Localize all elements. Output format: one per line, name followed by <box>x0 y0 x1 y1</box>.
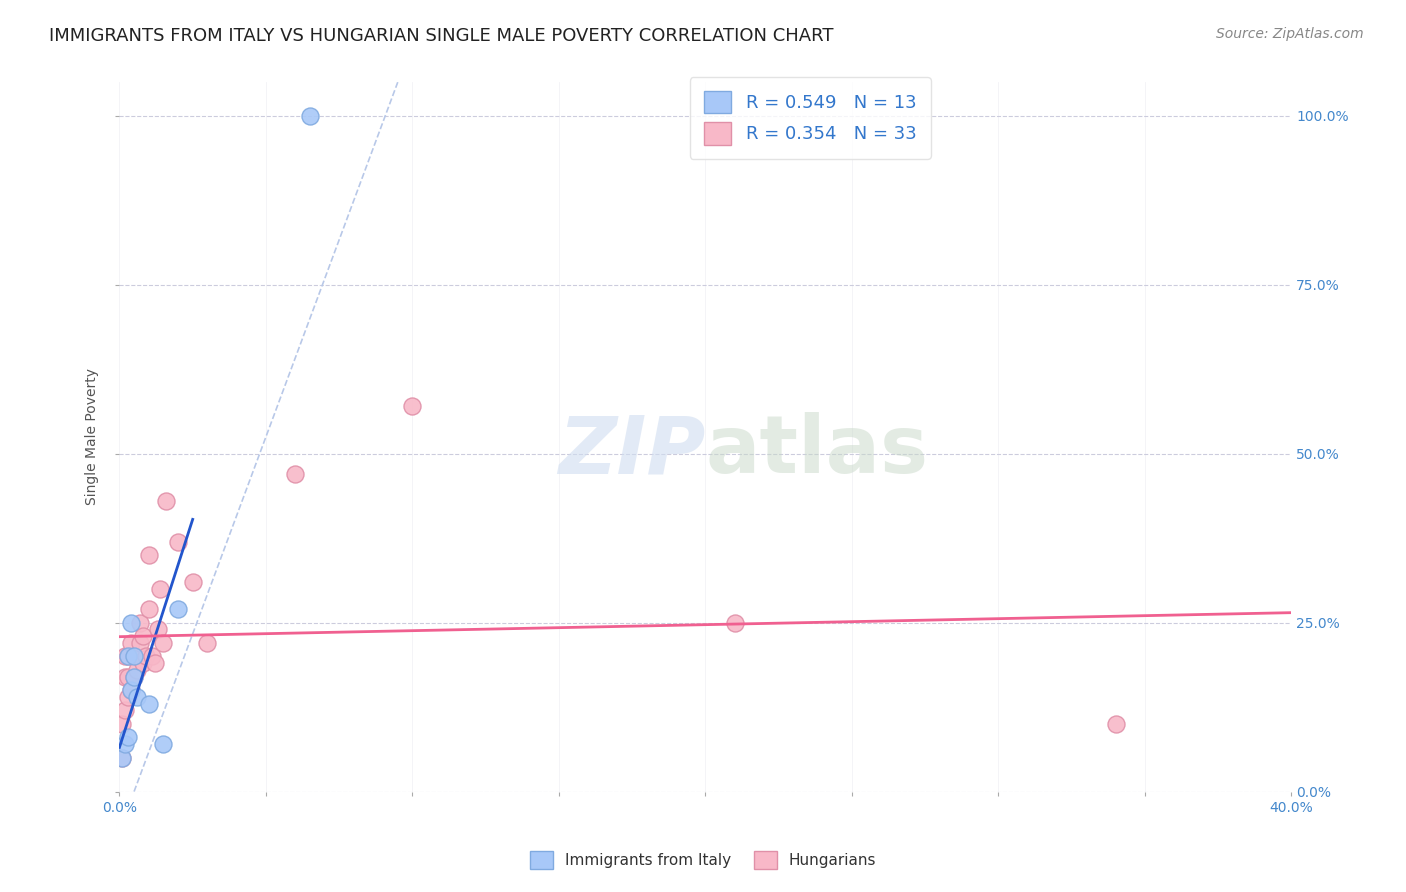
Point <box>181 575 204 590</box>
Point <box>114 670 136 684</box>
Point <box>117 731 139 745</box>
Point <box>122 670 145 684</box>
Point <box>1104 717 1126 731</box>
Text: atlas: atlas <box>706 412 928 490</box>
Point <box>146 623 169 637</box>
Text: ZIP: ZIP <box>558 412 706 490</box>
Point <box>129 636 152 650</box>
Point <box>155 494 177 508</box>
Point <box>138 602 160 616</box>
Point <box>141 649 163 664</box>
Point <box>117 690 139 704</box>
Text: Source: ZipAtlas.com: Source: ZipAtlas.com <box>1216 27 1364 41</box>
Point <box>132 656 155 670</box>
Point <box>195 636 218 650</box>
Point <box>117 649 139 664</box>
Point <box>167 602 190 616</box>
Point <box>120 636 142 650</box>
Point <box>117 670 139 684</box>
Point <box>114 649 136 664</box>
Point <box>111 750 134 764</box>
Legend: Immigrants from Italy, Hungarians: Immigrants from Italy, Hungarians <box>523 845 883 875</box>
Point <box>114 737 136 751</box>
Point <box>298 109 321 123</box>
Point <box>125 663 148 677</box>
Point <box>114 703 136 717</box>
Point <box>284 467 307 481</box>
Y-axis label: Single Male Poverty: Single Male Poverty <box>86 368 100 506</box>
Point <box>135 649 157 664</box>
Point <box>143 656 166 670</box>
Point <box>111 717 134 731</box>
Point <box>122 649 145 664</box>
Point <box>132 629 155 643</box>
Point <box>120 683 142 698</box>
Point <box>149 582 172 596</box>
Point <box>122 649 145 664</box>
Point <box>111 750 134 764</box>
Point <box>138 697 160 711</box>
Point <box>138 548 160 562</box>
Point <box>125 690 148 704</box>
Point <box>401 400 423 414</box>
Point <box>120 615 142 630</box>
Legend: R = 0.549   N = 13, R = 0.354   N = 33: R = 0.549 N = 13, R = 0.354 N = 33 <box>689 77 931 159</box>
Point <box>117 649 139 664</box>
Point <box>120 683 142 698</box>
Point <box>129 615 152 630</box>
Point <box>724 615 747 630</box>
Point <box>152 636 174 650</box>
Point <box>167 534 190 549</box>
Text: IMMIGRANTS FROM ITALY VS HUNGARIAN SINGLE MALE POVERTY CORRELATION CHART: IMMIGRANTS FROM ITALY VS HUNGARIAN SINGL… <box>49 27 834 45</box>
Point <box>122 670 145 684</box>
Point <box>152 737 174 751</box>
